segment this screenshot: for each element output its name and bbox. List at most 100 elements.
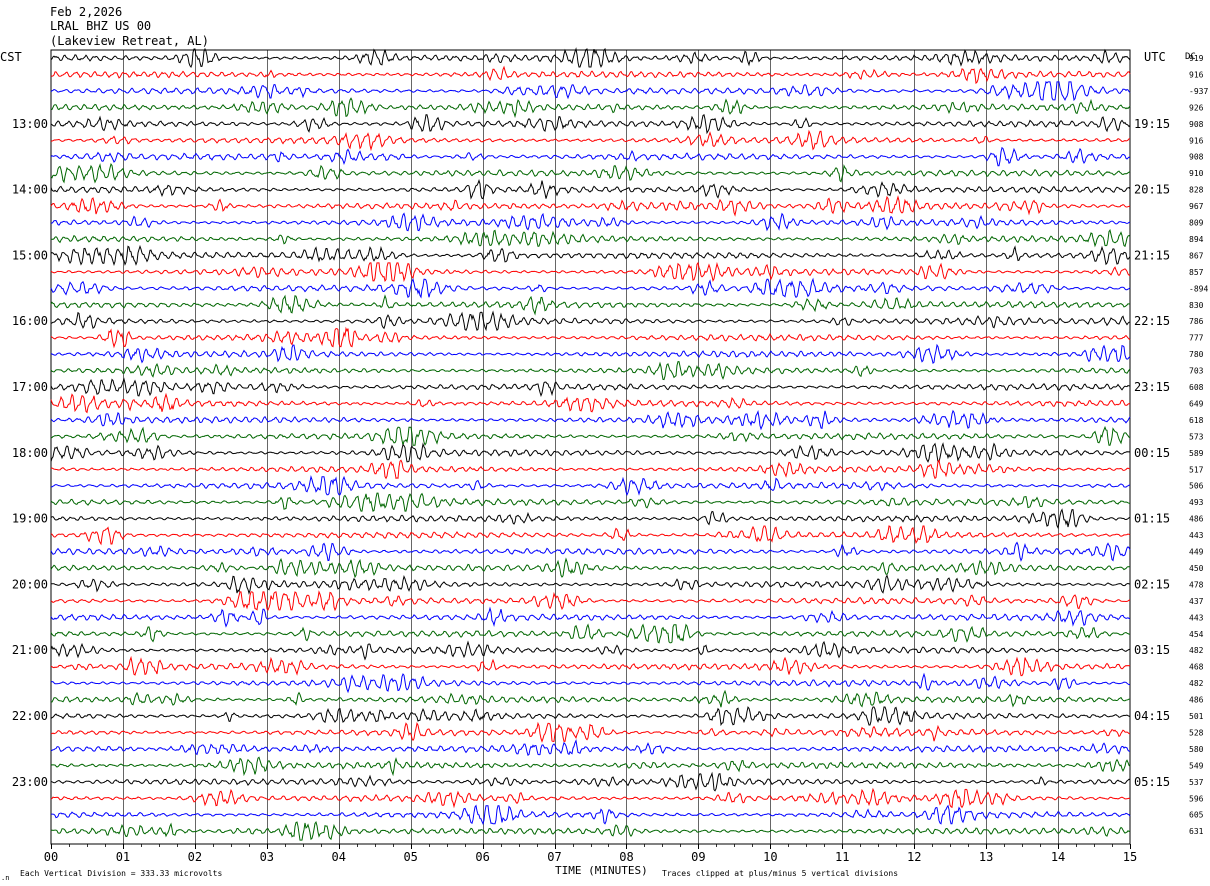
dc-offset-label: 580 (1189, 745, 1204, 754)
trace-line (50, 655, 1131, 677)
trace-line (50, 787, 1131, 809)
trace-line (51, 212, 1131, 232)
trace-line (50, 623, 1131, 644)
dc-offset-label: 501 (1189, 712, 1204, 721)
trace-line (50, 492, 1131, 512)
dc-offset-label: 605 (1189, 811, 1204, 820)
right-timezone-label: UTC (1144, 50, 1166, 64)
header-location: (Lakeview Retreat, AL) (50, 34, 209, 48)
trace-line (50, 508, 1131, 530)
left-hour-label: 14:00 (12, 183, 48, 197)
trace-line (50, 392, 1131, 414)
trace-line (50, 179, 1131, 200)
trace-line (50, 475, 1131, 497)
trace-line (50, 756, 1131, 777)
corner-mark: .n (1, 874, 9, 882)
trace-line (50, 326, 1131, 349)
left-timezone-label: CST (0, 50, 22, 64)
dc-offset-label: 910 (1189, 169, 1204, 178)
dc-offset-label: 926 (1189, 103, 1204, 112)
dc-offset-label: 919 (1189, 54, 1204, 63)
trace-line (50, 195, 1131, 217)
trace-line (51, 721, 1131, 743)
trace-line (50, 277, 1131, 299)
dc-offset-label: 649 (1189, 399, 1204, 408)
trace-line (50, 377, 1131, 397)
dc-offset-label: 828 (1189, 186, 1204, 195)
x-tick-label: 13 (979, 850, 993, 864)
plot-frame (50, 49, 1131, 845)
dc-offset-label: 573 (1189, 432, 1204, 441)
dc-offset-label: 908 (1189, 153, 1204, 162)
x-tick-label: 05 (403, 850, 417, 864)
trace-line (50, 229, 1131, 248)
dc-offset-label: 454 (1189, 630, 1204, 639)
x-tick-label: 12 (907, 850, 921, 864)
trace-line (50, 672, 1131, 694)
trace-line (50, 541, 1131, 562)
trace-line (50, 114, 1131, 135)
dc-offset-label: 780 (1189, 350, 1204, 359)
trace-line (50, 294, 1131, 316)
trace-line (50, 459, 1131, 480)
trace-line (50, 162, 1131, 184)
dc-offset-label: 528 (1189, 728, 1204, 737)
x-tick-label: 06 (475, 850, 489, 864)
right-hour-label: 02:15 (1134, 577, 1170, 591)
left-hour-label: 22:00 (12, 709, 48, 723)
trace-line (50, 65, 1131, 85)
x-tick-label: 03 (260, 850, 274, 864)
dc-offset-label: -937 (1189, 87, 1208, 96)
dc-offset-label: 549 (1189, 761, 1204, 770)
x-tick-label: 07 (547, 850, 561, 864)
x-tick-label: 09 (691, 850, 705, 864)
dc-offset-label: 537 (1189, 778, 1204, 787)
trace-line (50, 574, 1131, 595)
trace-line (50, 590, 1131, 612)
trace-line (51, 689, 1130, 708)
left-hour-label: 16:00 (12, 314, 48, 328)
dc-offset-label: 967 (1189, 202, 1204, 211)
x-tick-label: 08 (619, 850, 633, 864)
right-hour-label: 05:15 (1134, 775, 1170, 789)
dc-offset-label: 493 (1189, 498, 1204, 507)
dc-offset-label: 786 (1189, 317, 1204, 326)
trace-line (50, 129, 1131, 152)
right-hour-label: 01:15 (1134, 512, 1170, 526)
trace-line (50, 640, 1131, 661)
dc-offset-label: 486 (1189, 515, 1204, 524)
dc-offset-label: 486 (1189, 696, 1204, 705)
trace-line (50, 820, 1131, 841)
vertical-division-note: Each Vertical Division = 333.33 microvol… (20, 869, 222, 878)
dc-offset-label: 449 (1189, 548, 1204, 557)
header-date: Feb 2,2026 (50, 5, 122, 19)
dc-header-label: DC (1185, 52, 1196, 62)
dc-offset-label: 916 (1189, 136, 1204, 145)
right-hour-label: 00:15 (1134, 446, 1170, 460)
left-hour-label: 18:00 (12, 446, 48, 460)
dc-offset-label: 443 (1189, 531, 1204, 540)
left-hour-label: 21:00 (12, 643, 48, 657)
trace-line (50, 261, 1131, 283)
dc-offset-label: 443 (1189, 613, 1204, 622)
dc-offset-label: 916 (1189, 70, 1204, 79)
dc-offset-label: 809 (1189, 219, 1204, 228)
dc-offset-label: 506 (1189, 482, 1204, 491)
x-tick-label: 02 (188, 850, 202, 864)
trace-line (50, 425, 1131, 446)
trace-line (50, 361, 1131, 381)
trace-line (50, 244, 1131, 266)
dc-offset-label: 703 (1189, 367, 1204, 376)
dc-offset-label: 867 (1189, 251, 1204, 260)
x-tick-label: 15 (1123, 850, 1137, 864)
left-hour-label: 17:00 (12, 380, 48, 394)
right-hour-label: 23:15 (1134, 380, 1170, 394)
right-hour-label: 21:15 (1134, 248, 1170, 262)
right-hour-label: 19:15 (1134, 117, 1170, 131)
dc-offset-label: 589 (1189, 449, 1204, 458)
trace-line (50, 739, 1131, 757)
trace-line (50, 442, 1131, 463)
trace-line (50, 706, 1131, 727)
dc-offset-label: -894 (1189, 284, 1208, 293)
dc-offset-label: 482 (1189, 646, 1204, 655)
